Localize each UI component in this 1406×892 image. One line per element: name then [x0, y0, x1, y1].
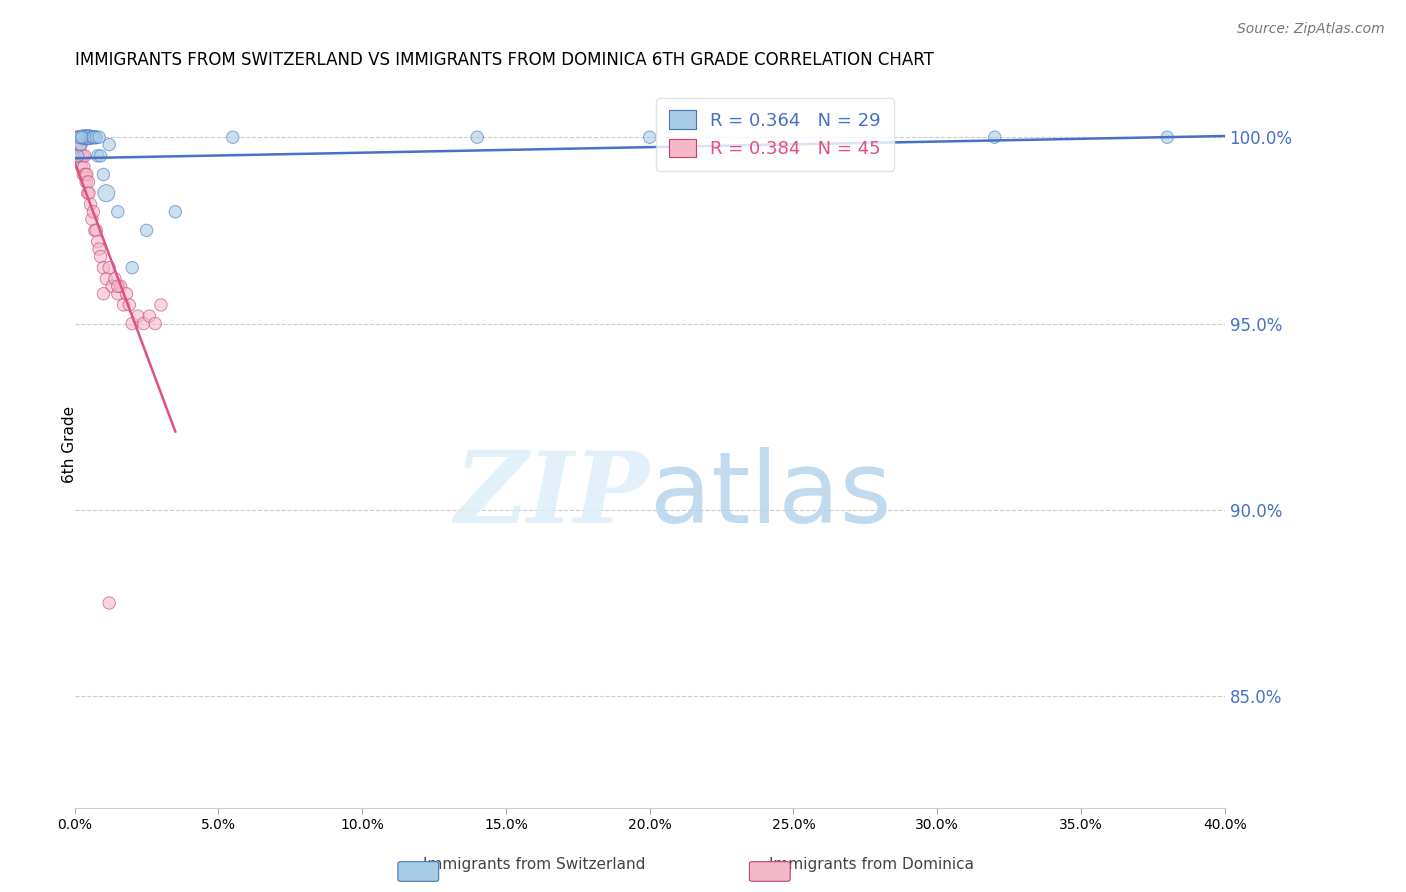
Point [149, 298, 172, 312]
Point [67, 149, 90, 163]
Point [983, 130, 1005, 145]
Point [93, 168, 115, 182]
Text: ZIP: ZIP [454, 447, 650, 544]
Point [79, 130, 101, 145]
Point [84, 223, 107, 237]
Point [90, 149, 112, 163]
Point [93, 286, 115, 301]
Point [638, 130, 661, 145]
Point [66, 130, 89, 145]
Point [66, 149, 89, 163]
Point [76, 168, 98, 182]
Legend: R = 0.364   N = 29, R = 0.384   N = 45: R = 0.364 N = 29, R = 0.384 N = 45 [657, 97, 894, 170]
Point [70, 160, 93, 174]
Point [66, 130, 89, 145]
Point [96, 272, 118, 286]
Text: Immigrants from Switzerland: Immigrants from Switzerland [423, 857, 645, 872]
Point [79, 197, 101, 211]
Point [222, 130, 245, 145]
Point [73, 160, 96, 174]
Point [93, 260, 115, 275]
Point [112, 298, 135, 312]
Point [1156, 130, 1178, 145]
Point [72, 168, 94, 182]
Point [72, 130, 94, 145]
Point [73, 130, 96, 145]
Y-axis label: 6th Grade: 6th Grade [62, 406, 76, 483]
Point [101, 279, 124, 293]
Point [80, 212, 103, 227]
Point [77, 186, 100, 201]
Point [86, 149, 108, 163]
Point [107, 286, 129, 301]
Point [118, 298, 141, 312]
Point [98, 260, 121, 275]
Point [98, 137, 121, 152]
Point [73, 149, 96, 163]
Point [69, 137, 91, 152]
Point [87, 242, 110, 256]
Point [76, 186, 98, 201]
Point [67, 130, 90, 145]
Point [121, 317, 143, 331]
Point [72, 149, 94, 163]
Point [67, 130, 90, 145]
Point [165, 204, 187, 219]
Text: Immigrants from Dominica: Immigrants from Dominica [769, 857, 974, 872]
Point [75, 168, 97, 182]
Point [135, 223, 157, 237]
Point [107, 204, 129, 219]
Text: IMMIGRANTS FROM SWITZERLAND VS IMMIGRANTS FROM DOMINICA 6TH GRADE CORRELATION CH: IMMIGRANTS FROM SWITZERLAND VS IMMIGRANT… [75, 51, 934, 69]
Point [115, 286, 138, 301]
Point [96, 186, 118, 201]
Point [77, 175, 100, 189]
Point [138, 309, 160, 323]
Point [98, 596, 121, 610]
Point [82, 204, 104, 219]
Point [75, 175, 97, 189]
Point [80, 130, 103, 145]
Point [77, 130, 100, 145]
Point [69, 137, 91, 152]
Point [143, 317, 166, 331]
Point [121, 260, 143, 275]
Point [75, 130, 97, 145]
Point [70, 130, 93, 145]
Point [104, 272, 127, 286]
Point [86, 235, 108, 249]
Point [84, 130, 107, 145]
Point [127, 309, 149, 323]
Point [69, 149, 91, 163]
Point [82, 130, 104, 145]
Point [83, 130, 105, 145]
Point [76, 130, 98, 145]
Point [465, 130, 488, 145]
Text: Source: ZipAtlas.com: Source: ZipAtlas.com [1237, 22, 1385, 37]
Point [87, 130, 110, 145]
Point [90, 250, 112, 264]
Point [83, 223, 105, 237]
Point [70, 137, 93, 152]
Point [65, 137, 87, 152]
Point [132, 317, 155, 331]
Point [110, 279, 132, 293]
Point [107, 279, 129, 293]
Text: atlas: atlas [650, 447, 891, 544]
